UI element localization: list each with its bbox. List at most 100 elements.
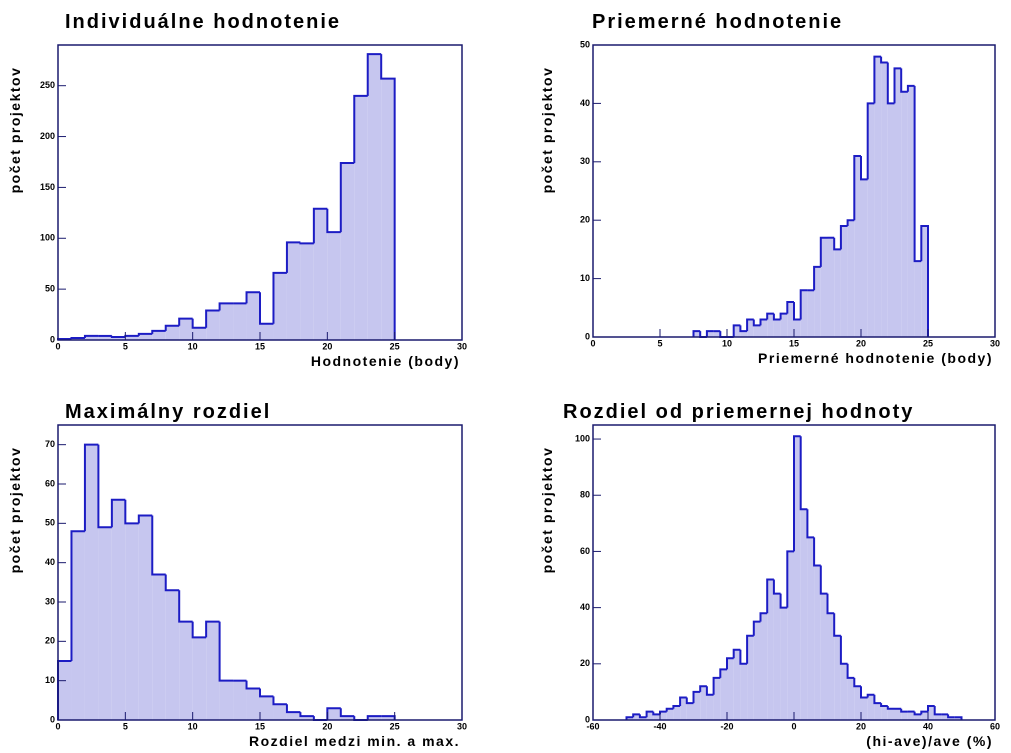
bar-outline [312,207,328,244]
x-tick-label: 60 [990,721,1000,731]
bar-outline [813,265,821,291]
bar-outline [178,590,193,623]
bar [84,444,99,720]
bar-outline [70,530,85,661]
x-tick-label: 5 [657,338,662,348]
bar [787,301,794,337]
bar-outline [772,313,781,321]
bar-outline [893,67,902,104]
bar [901,711,908,720]
bar-outline [83,334,99,338]
bar [84,335,99,340]
bar [901,91,908,337]
x-tick-label: 10 [188,341,198,351]
bar [206,621,220,720]
bar [58,661,72,720]
bar [653,714,660,720]
x-tick-label: 20 [322,341,332,351]
y-tick-label: 20 [45,636,55,646]
x-tick-label: 20 [322,721,332,731]
x-tick-label: 40 [923,721,933,731]
bar [233,303,247,340]
bar-outline [793,435,801,552]
bar-outline [353,94,368,163]
x-tick-label: 15 [255,341,265,351]
bar-outline [151,515,166,576]
bar [740,663,748,720]
bar [881,62,888,338]
bar [165,590,180,720]
bar-outline [819,236,828,267]
bar [179,318,193,340]
bar [125,523,139,720]
bar [854,686,861,720]
bar-outline [137,514,153,524]
bar-outline [786,550,794,608]
bar [260,696,274,720]
y-tick-label: 150 [40,182,55,192]
bar [747,319,754,337]
bar-outline [846,663,855,679]
bar-outline [786,300,794,314]
bar-outline [272,271,287,324]
y-axis-label: počet projektov [539,67,555,194]
bar [354,95,368,341]
x-tick-label: 25 [390,341,400,351]
bar-outline [853,677,861,688]
bar-outline [766,578,774,614]
bar-outline [97,444,112,529]
y-tick-label: 0 [585,331,590,341]
bar [138,333,153,340]
bar-outline [779,593,788,609]
bar-outline [880,703,888,707]
bar [666,708,674,720]
bar-outline [933,705,942,716]
bar [767,313,774,337]
bar [934,714,942,720]
bar [111,499,126,720]
bar [861,179,868,337]
bar-outline [913,711,922,716]
bar [827,613,835,720]
bar [814,266,821,337]
bar [273,704,287,720]
bar [98,527,112,720]
x-tick-label: 5 [123,721,128,731]
bar [165,325,180,340]
y-tick-label: 40 [580,98,590,108]
bar-outline [632,713,640,718]
bar-outline [272,696,287,706]
bar [861,697,868,720]
bar [894,708,902,720]
x-tick-label: 15 [789,338,799,348]
bar-outline [137,332,153,336]
bar [381,78,395,340]
bar-outline [326,208,341,234]
bar-outline [746,318,754,332]
bar [928,705,935,720]
bar [626,717,634,720]
x-tick-label: 0 [791,721,796,731]
bar-outline [685,697,694,705]
bar-outline [110,498,126,528]
bar [340,716,355,720]
bar-outline [826,593,835,615]
bar [152,330,166,340]
bar-outline [299,242,314,245]
bar-outline [339,708,355,718]
bar-outline [191,318,207,329]
bar [834,635,841,720]
bar-outline [900,68,908,93]
bar-outline [380,54,396,340]
bar-outline [793,301,801,321]
y-tick-label: 70 [45,439,55,449]
bar [840,663,848,720]
y-tick-label: 250 [40,80,55,90]
bar-outline [339,162,355,233]
bar [874,56,882,338]
bar [138,515,153,720]
y-tick-label: 60 [580,546,590,556]
bar-outline [692,690,701,704]
bar [948,717,955,720]
bar [760,613,768,720]
